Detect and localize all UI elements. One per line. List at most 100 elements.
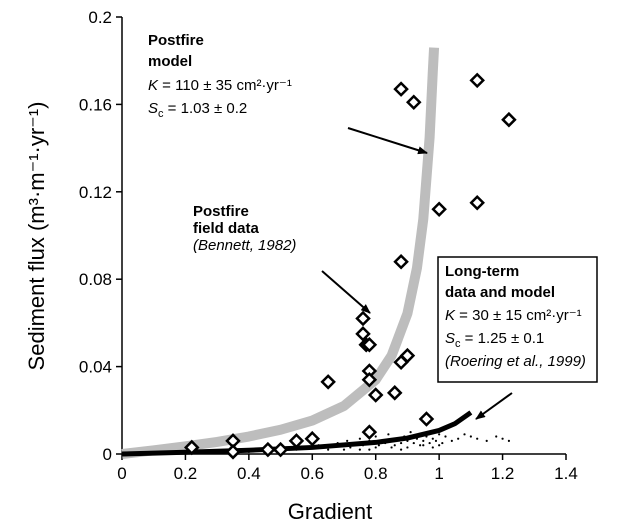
arrow xyxy=(475,392,513,420)
data-point xyxy=(361,424,378,440)
data-point xyxy=(393,444,396,447)
arrow xyxy=(347,127,428,155)
annotation-title: Postfire xyxy=(193,203,249,220)
data-point xyxy=(450,439,453,442)
data-point xyxy=(438,444,441,447)
annotations: Postfire model K = 110 ± 35 cm²·yr⁻¹ Sc … xyxy=(148,32,598,420)
data-point xyxy=(434,439,438,442)
data-point xyxy=(342,448,346,451)
x-axis-title: Gradient xyxy=(288,499,372,524)
data-point xyxy=(507,439,511,442)
data-point xyxy=(374,435,377,438)
data-point xyxy=(431,201,447,218)
data-point xyxy=(355,310,371,327)
x-tick-label: 0.8 xyxy=(364,464,388,483)
data-point xyxy=(225,444,241,460)
data-point xyxy=(393,81,409,97)
data-point xyxy=(387,433,390,436)
annotation-title: Long-term xyxy=(445,263,519,280)
y-tick-label: 0.16 xyxy=(79,95,112,114)
symbol: S xyxy=(445,330,455,347)
plot-area: 0 0.04 0.08 0.12 0.16 0.2 0 0.2 0.4 0.6 0.8 1 1.2 1.4 xyxy=(79,8,578,483)
data-point xyxy=(272,441,289,458)
y-tick-label: 0 xyxy=(103,445,112,464)
annotation-line: K = 30 ± 15 cm²·yr⁻¹ xyxy=(445,307,582,324)
data-point xyxy=(409,431,412,434)
data-point xyxy=(361,336,378,353)
annotation-source: (Bennett, 1982) xyxy=(193,237,296,254)
data-point xyxy=(260,441,276,458)
data-point xyxy=(431,437,434,440)
data-point xyxy=(469,72,485,89)
data-point xyxy=(501,111,517,128)
annotation-line: Sc = 1.25 ± 0.1 xyxy=(445,330,544,350)
data-point xyxy=(399,347,416,364)
annotation-title: data and model xyxy=(445,284,555,301)
annotation-title: model xyxy=(148,53,192,70)
annotation-title: field data xyxy=(193,220,260,237)
data-point xyxy=(431,446,434,449)
data-point xyxy=(399,441,403,445)
data-point xyxy=(358,437,361,440)
annotation-line: K = 110 ± 35 cm²·yr⁻¹ xyxy=(148,77,292,94)
data-point xyxy=(393,253,409,270)
y-tick-label: 0.2 xyxy=(88,8,112,27)
x-tick-label: 0.2 xyxy=(174,464,198,483)
y-axis-title: Sediment flux (m³·m⁻¹·yr⁻¹) xyxy=(24,102,49,371)
x-tick-label: 0 xyxy=(117,464,126,483)
data-point xyxy=(501,437,504,440)
data-point xyxy=(288,433,305,449)
data-point xyxy=(438,433,441,436)
x-tick-label: 1.2 xyxy=(491,464,515,483)
subscript: c xyxy=(158,108,164,120)
text: = 1.25 ± 0.1 xyxy=(461,330,545,347)
data-point xyxy=(419,444,422,447)
y-tick-label: 0.08 xyxy=(79,270,112,289)
y-tick-label: 0.04 xyxy=(79,358,112,377)
symbol: K xyxy=(148,77,159,94)
text: = 1.03 ± 0.2 xyxy=(164,100,248,117)
data-point xyxy=(463,433,466,436)
annotation-source: (Roering et al., 1999) xyxy=(445,353,586,370)
text: = 30 ± 15 cm²·yr⁻¹ xyxy=(455,307,582,324)
data-point xyxy=(320,374,336,390)
data-point xyxy=(495,435,498,438)
data-point xyxy=(418,411,435,427)
model-curve xyxy=(121,47,440,459)
data-point xyxy=(412,441,415,445)
symbol: K xyxy=(445,307,456,324)
data-point xyxy=(367,387,384,403)
data-point xyxy=(361,371,378,388)
data-point xyxy=(428,441,431,445)
data-point xyxy=(368,448,371,451)
annotation-title: Postfire xyxy=(148,32,204,49)
data-point xyxy=(441,441,444,445)
x-tick-label: 0.4 xyxy=(237,464,261,483)
data-point xyxy=(390,446,393,449)
data-point xyxy=(422,444,425,447)
data-point xyxy=(476,437,479,440)
data-point xyxy=(304,430,321,447)
arrow xyxy=(321,270,371,314)
data-point xyxy=(184,439,200,456)
x-tick-label: 0.6 xyxy=(300,464,324,483)
data-point xyxy=(406,94,422,110)
data-point xyxy=(406,446,409,449)
data-point xyxy=(469,435,472,438)
data-point xyxy=(377,444,380,447)
data-point xyxy=(386,385,403,401)
annotation-box xyxy=(437,256,598,383)
data-point xyxy=(355,326,371,342)
data-point xyxy=(346,439,349,442)
subscript: c xyxy=(455,338,461,350)
x-tick-label: 1.4 xyxy=(554,464,578,483)
model-curve xyxy=(121,410,473,457)
data-point xyxy=(358,448,361,451)
data-point xyxy=(422,439,425,442)
data-point xyxy=(457,437,460,440)
text: = 110 ± 35 cm²·yr⁻¹ xyxy=(158,77,292,94)
data-point xyxy=(374,446,377,449)
data-point xyxy=(485,439,488,442)
x-tick-label: 1 xyxy=(434,464,443,483)
y-tick-label: 0.12 xyxy=(79,183,112,202)
